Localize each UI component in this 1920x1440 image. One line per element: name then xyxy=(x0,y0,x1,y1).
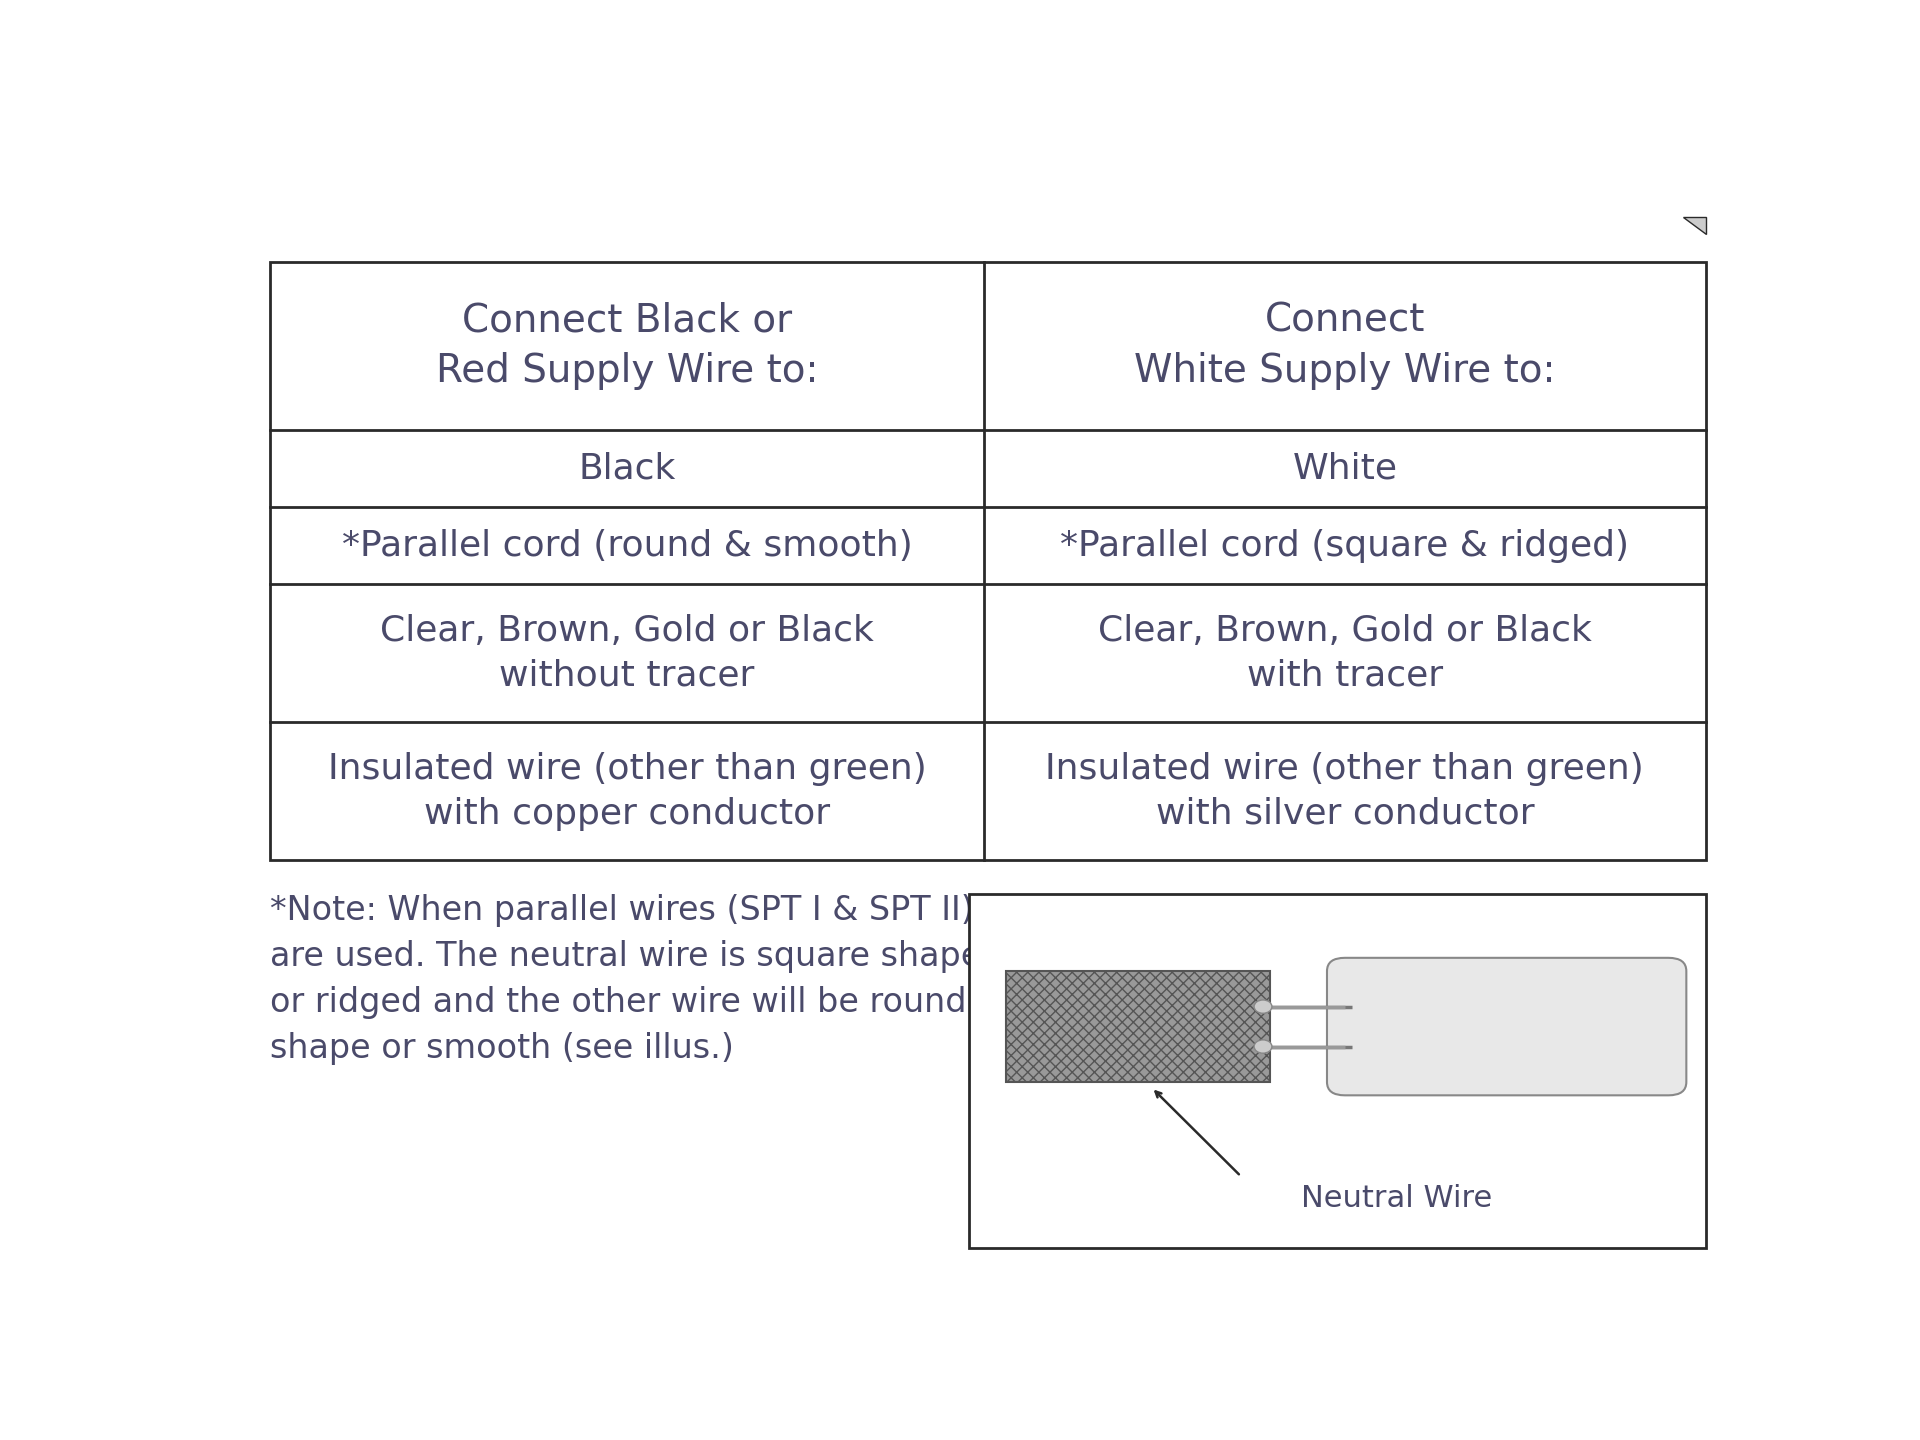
Text: *Note: When parallel wires (SPT I & SPT II)
are used. The neutral wire is square: *Note: When parallel wires (SPT I & SPT … xyxy=(269,893,1008,1064)
Text: Neutral Wire: Neutral Wire xyxy=(1302,1184,1492,1212)
Text: Insulated wire (other than green)
with silver conductor: Insulated wire (other than green) with s… xyxy=(1046,752,1644,831)
Text: Black: Black xyxy=(578,452,676,485)
Bar xyxy=(1006,971,1271,1081)
Ellipse shape xyxy=(1254,999,1271,1014)
Text: *Parallel cord (square & ridged): *Parallel cord (square & ridged) xyxy=(1060,528,1630,563)
Text: Insulated wire (other than green)
with copper conductor: Insulated wire (other than green) with c… xyxy=(328,752,925,831)
Bar xyxy=(970,893,1705,1248)
Text: *Parallel cord (round & smooth): *Parallel cord (round & smooth) xyxy=(342,528,912,563)
Text: Connect
White Supply Wire to:: Connect White Supply Wire to: xyxy=(1135,302,1555,390)
Text: Connect Black or
Red Supply Wire to:: Connect Black or Red Supply Wire to: xyxy=(436,302,818,390)
Text: Clear, Brown, Gold or Black
without tracer: Clear, Brown, Gold or Black without trac… xyxy=(380,613,874,693)
Ellipse shape xyxy=(1254,1040,1271,1053)
Bar xyxy=(269,262,1705,860)
FancyBboxPatch shape xyxy=(1327,958,1686,1096)
Polygon shape xyxy=(1684,217,1705,233)
Text: White: White xyxy=(1292,452,1398,485)
Bar xyxy=(269,262,1705,860)
Text: Clear, Brown, Gold or Black
with tracer: Clear, Brown, Gold or Black with tracer xyxy=(1098,613,1592,693)
Bar xyxy=(1006,971,1271,1081)
